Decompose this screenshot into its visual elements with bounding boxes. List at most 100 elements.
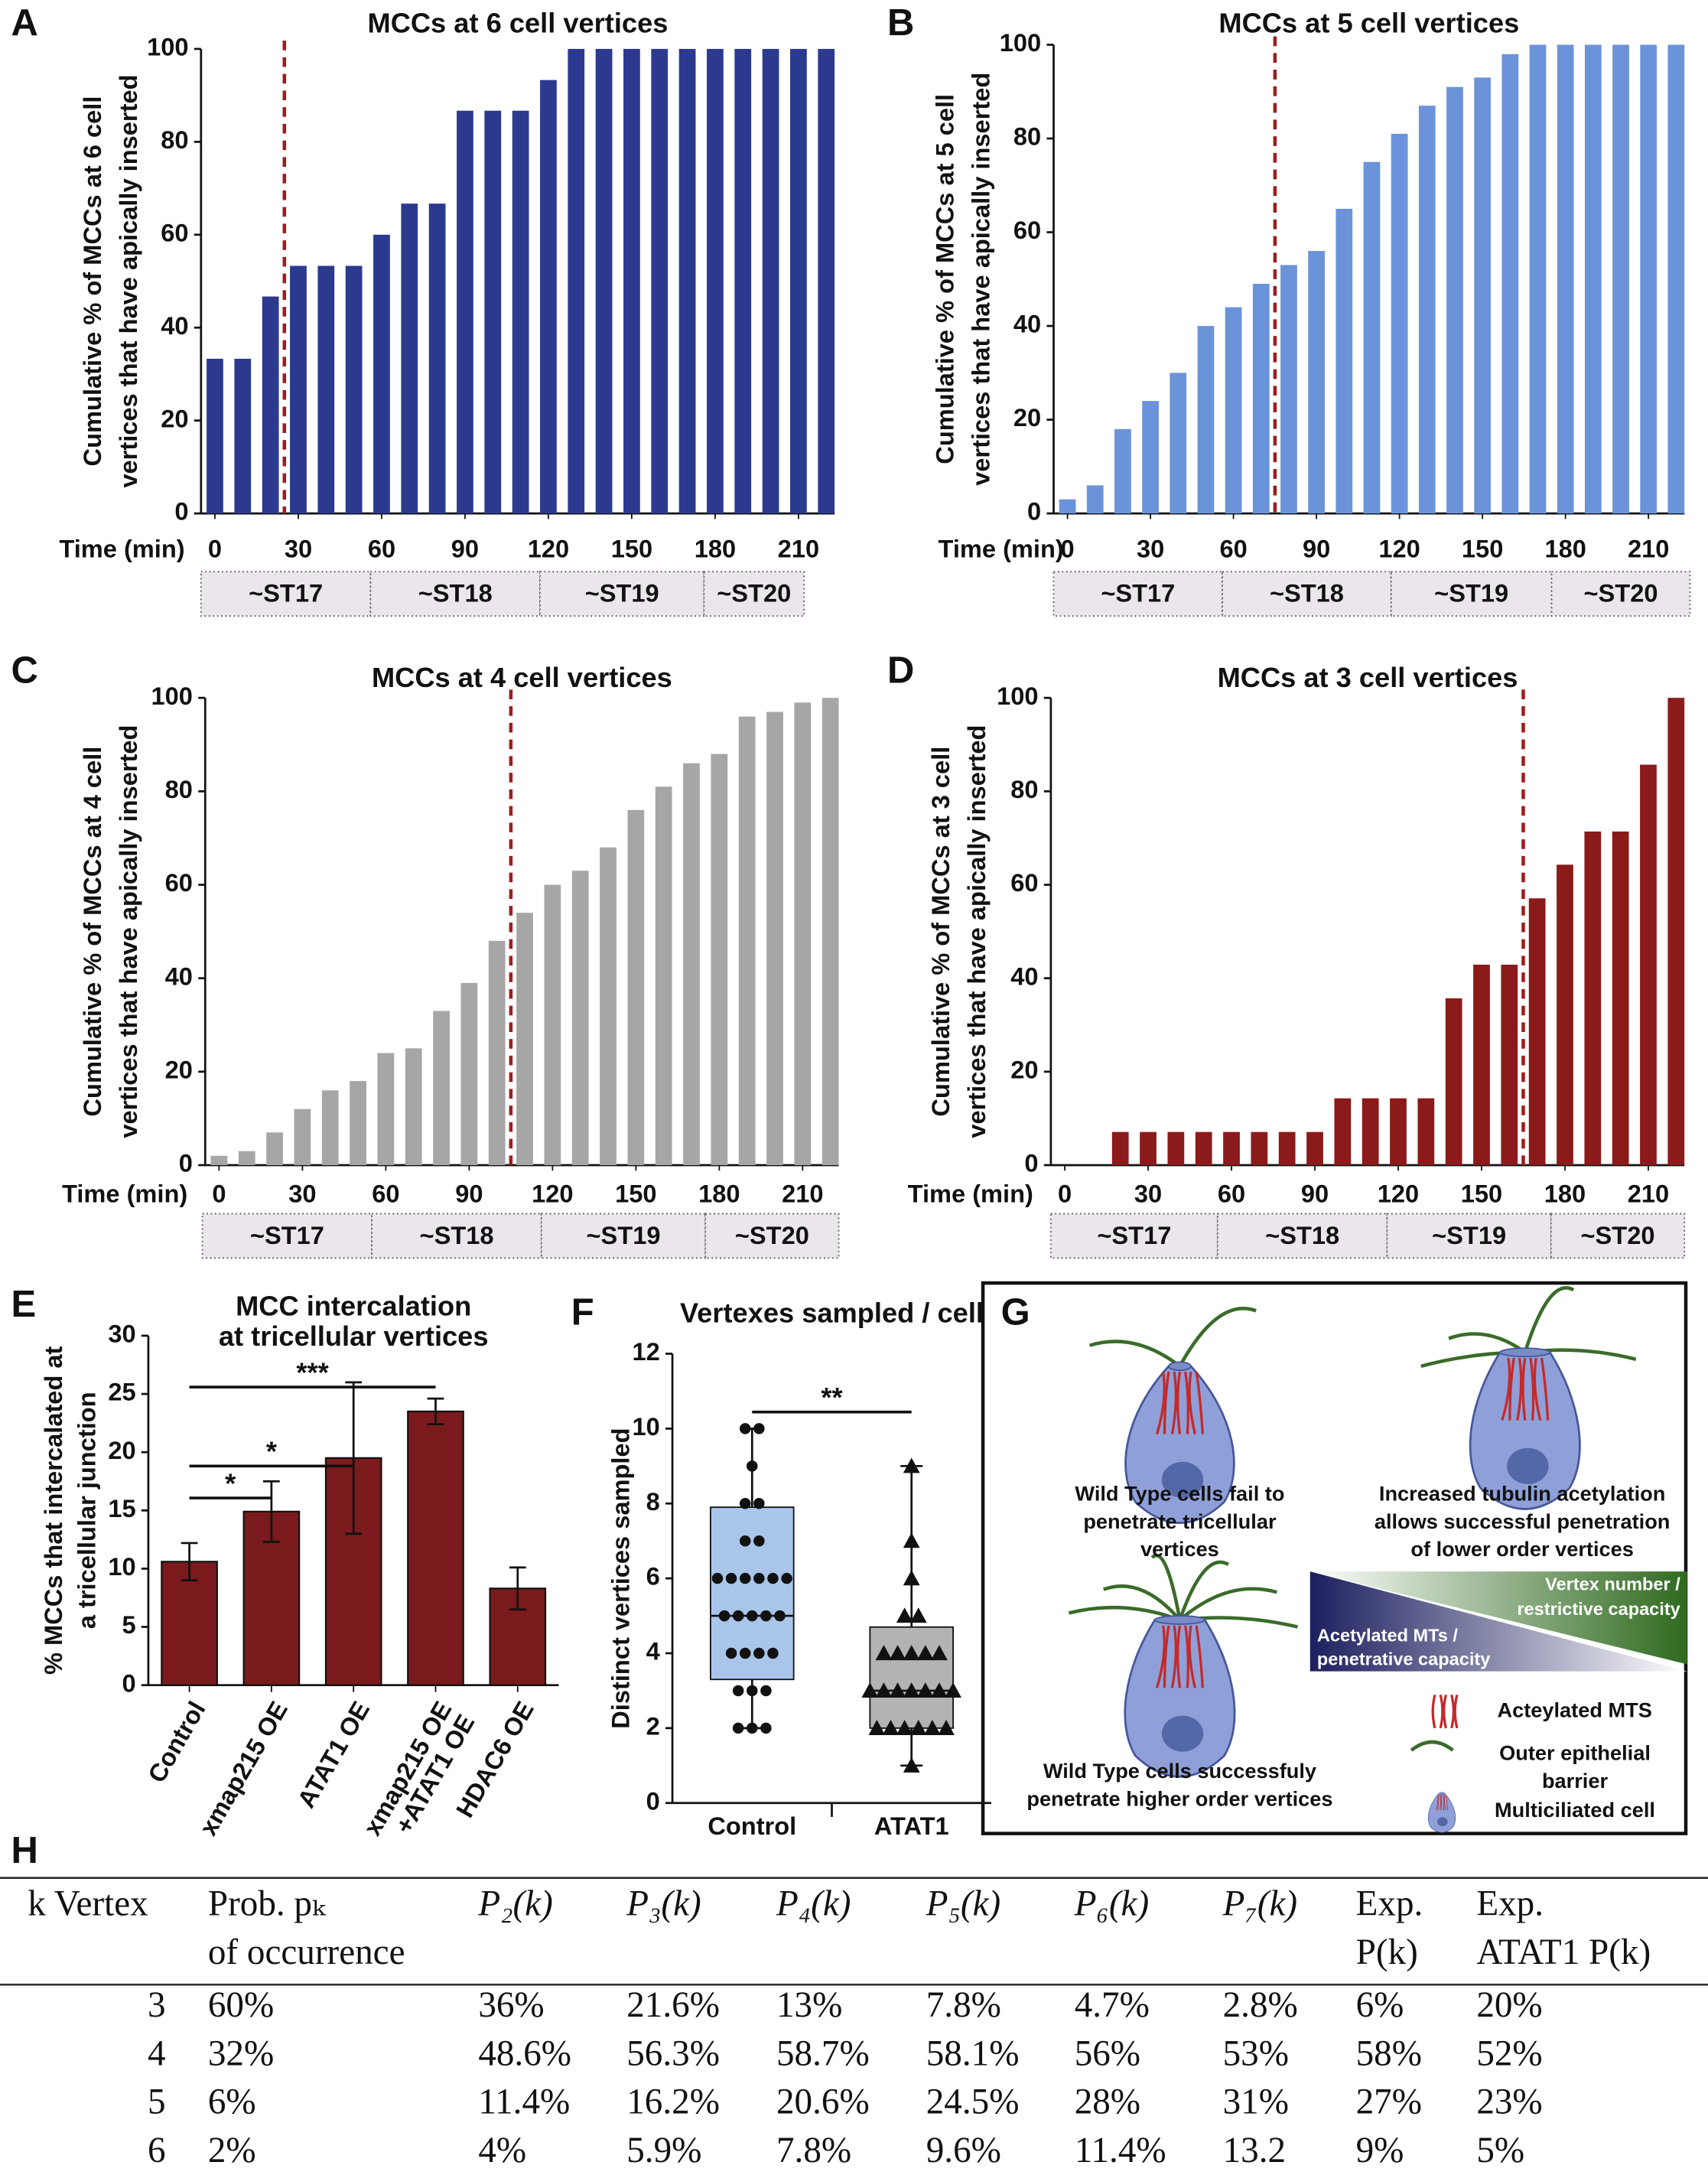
y-tick-label: 12 bbox=[632, 1337, 659, 1366]
bar bbox=[711, 754, 728, 1165]
bar bbox=[794, 702, 812, 1165]
y-tick-label: 100 bbox=[151, 682, 193, 710]
bar bbox=[540, 80, 557, 514]
x-tick-label: 30 bbox=[1137, 535, 1164, 563]
acetylated-mt bbox=[1521, 1357, 1527, 1421]
table-cell: 58% bbox=[1356, 2033, 1422, 2073]
bar bbox=[1086, 485, 1104, 514]
data-point bbox=[753, 1423, 765, 1434]
bar bbox=[488, 940, 506, 1165]
x-tick-label: 150 bbox=[611, 535, 652, 563]
y-tick-label: 60 bbox=[1010, 868, 1038, 897]
x-axis-label: Time (min) bbox=[938, 535, 1063, 563]
bar bbox=[1584, 44, 1602, 514]
acetylated-mt bbox=[1540, 1357, 1550, 1421]
bar bbox=[1114, 428, 1131, 514]
table-header: P₆(k) bbox=[1074, 1884, 1149, 1924]
caption: of lower order vertices bbox=[1410, 1537, 1633, 1561]
table-cell: 58.1% bbox=[926, 2033, 1020, 2073]
data-point bbox=[781, 1572, 792, 1584]
data-point bbox=[753, 1535, 765, 1547]
data-point bbox=[896, 1607, 913, 1623]
bar bbox=[317, 265, 335, 514]
data-point bbox=[896, 1720, 913, 1735]
epithelial-barrier bbox=[1178, 1560, 1229, 1621]
acetylated-mt bbox=[1501, 1357, 1511, 1421]
table-cell: 9.6% bbox=[926, 2131, 1001, 2170]
gradient-label: penetrative capacity bbox=[1317, 1649, 1490, 1669]
cell-body bbox=[1124, 1619, 1236, 1778]
legend-label: Multiciliated cell bbox=[1495, 1798, 1655, 1822]
epithelial-barrier bbox=[1523, 1286, 1575, 1353]
nucleus bbox=[1507, 1447, 1549, 1484]
data-point bbox=[747, 1460, 758, 1472]
y-tick-label: 40 bbox=[165, 962, 193, 990]
y-axis-label: Cumulative % of MCCs at 3 cell bbox=[926, 747, 955, 1117]
bar bbox=[433, 1011, 450, 1165]
y-tick-label: 100 bbox=[147, 33, 188, 61]
gradient-acetylation bbox=[1309, 1571, 1687, 1672]
y-axis-label: Cumulative % of MCCs at 5 cell bbox=[931, 94, 959, 464]
data-point bbox=[903, 1457, 920, 1473]
acetylated-mt bbox=[1176, 1371, 1182, 1434]
bar bbox=[516, 913, 533, 1165]
table-cell: 5% bbox=[1476, 2131, 1524, 2170]
table-cell: 56.3% bbox=[626, 2033, 720, 2073]
stage-box bbox=[1052, 571, 1224, 617]
data-point bbox=[732, 1722, 744, 1734]
bar bbox=[377, 1053, 395, 1165]
bar bbox=[1640, 44, 1658, 514]
y-tick-label: 100 bbox=[1000, 28, 1041, 57]
bar bbox=[627, 809, 645, 1165]
table-cell: 9% bbox=[1356, 2131, 1404, 2170]
table-header: of occurrence bbox=[208, 1932, 405, 1972]
bar bbox=[262, 296, 279, 514]
bar bbox=[821, 698, 839, 1165]
table-cell: 60% bbox=[208, 1985, 274, 2025]
acetylated-mt bbox=[1188, 1625, 1196, 1688]
stage-box bbox=[1550, 1213, 1686, 1259]
bar bbox=[1335, 208, 1353, 514]
bar bbox=[1391, 133, 1408, 514]
table-header: P₅(k) bbox=[926, 1884, 1000, 1924]
bar bbox=[373, 234, 390, 514]
y-tick-label: 30 bbox=[108, 1320, 135, 1348]
caption: penetrate higher order vertices bbox=[1026, 1786, 1332, 1810]
x-tick-label: 0 bbox=[1058, 1179, 1072, 1207]
bar bbox=[1278, 1131, 1296, 1165]
bar bbox=[1640, 764, 1657, 1165]
bar bbox=[1308, 251, 1325, 514]
legend-mt-icon bbox=[1439, 1694, 1444, 1729]
y-axis-label: Cumulative % of MCCs at 4 cell bbox=[78, 747, 106, 1117]
bar bbox=[1280, 265, 1297, 514]
bar bbox=[345, 265, 363, 514]
table-cell: 21.6% bbox=[626, 1985, 720, 2025]
significance-label: ** bbox=[821, 1382, 843, 1413]
table-cell: 53% bbox=[1223, 2033, 1289, 2073]
stage-box bbox=[1390, 571, 1553, 617]
stage-label: ~ST20 bbox=[1581, 1221, 1655, 1249]
y-axis-label: vertices that have apically inserted bbox=[114, 74, 142, 487]
bar bbox=[1445, 998, 1462, 1165]
legend-barrier-icon bbox=[1410, 1740, 1454, 1752]
table-cell: 52% bbox=[1476, 2033, 1542, 2073]
data-point bbox=[747, 1610, 758, 1622]
table-cell: 32% bbox=[208, 2033, 274, 2073]
acetylated-mt bbox=[1529, 1357, 1535, 1421]
bar bbox=[571, 871, 589, 1165]
apical-surface bbox=[1168, 1361, 1192, 1372]
data-point bbox=[945, 1682, 961, 1698]
acetylated-mt bbox=[1184, 1371, 1189, 1434]
data-point bbox=[889, 1645, 906, 1661]
bar bbox=[350, 1081, 366, 1165]
bar bbox=[512, 110, 529, 514]
bar bbox=[234, 358, 252, 514]
stage-label: ~ST17 bbox=[1097, 1221, 1171, 1249]
acetylated-mt bbox=[1163, 1625, 1170, 1688]
bar bbox=[595, 48, 613, 514]
data-point bbox=[739, 1498, 751, 1509]
stage-box bbox=[1222, 571, 1392, 617]
data-point bbox=[875, 1682, 893, 1698]
bar bbox=[1306, 1131, 1323, 1165]
nucleus bbox=[1437, 1817, 1448, 1827]
